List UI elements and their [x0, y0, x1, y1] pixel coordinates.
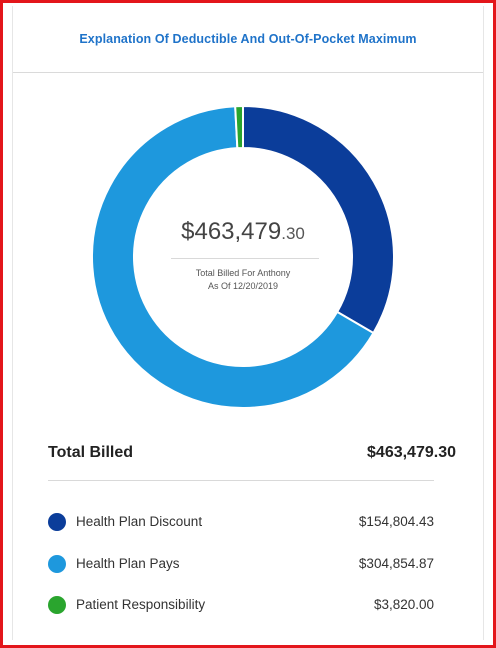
legend-item-health-plan-discount: Health Plan Discount $154,804.43: [48, 511, 434, 533]
legend-dot-patient: [48, 596, 66, 614]
slice-health-plan-pays: [91, 105, 375, 409]
center-divider: [171, 258, 319, 259]
legend-label: Patient Responsibility: [76, 597, 206, 612]
center-caption: Total Billed For Anthony As Of 12/20/201…: [150, 267, 336, 293]
center-total-amount: $463,479.30: [130, 218, 356, 246]
legend-value: $154,804.43: [358, 514, 434, 529]
donut-chart: [91, 104, 395, 409]
legend-value: $304,854.87: [358, 556, 434, 571]
explanation-link[interactable]: Explanation Of Deductible And Out-Of-Poc…: [79, 32, 417, 46]
legend-dot-plan-pays: [48, 555, 66, 573]
legend-item-health-plan-pays: Health Plan Pays $304,854.87: [48, 553, 434, 575]
center-amount-main: $463,479: [181, 218, 282, 245]
center-amount-cents: .30: [281, 224, 305, 243]
center-caption-line1: Total Billed For Anthony: [195, 268, 291, 278]
slice-patient-responsibility: [234, 104, 244, 150]
total-divider: [48, 480, 434, 481]
legend-label: Health Plan Pays: [76, 556, 180, 571]
legend-dot-discount: [48, 513, 66, 531]
center-caption-line2: As Of 12/20/2019: [207, 281, 279, 291]
legend-value: $3,820.00: [373, 597, 434, 612]
legend-label: Health Plan Discount: [76, 514, 203, 529]
total-billed-label: Total Billed: [48, 444, 134, 461]
total-billed-value: $463,479.30: [367, 444, 456, 461]
legend-item-patient-responsibility: Patient Responsibility $3,820.00: [48, 594, 434, 616]
panel-header: Explanation Of Deductible And Out-Of-Poc…: [13, 6, 483, 73]
